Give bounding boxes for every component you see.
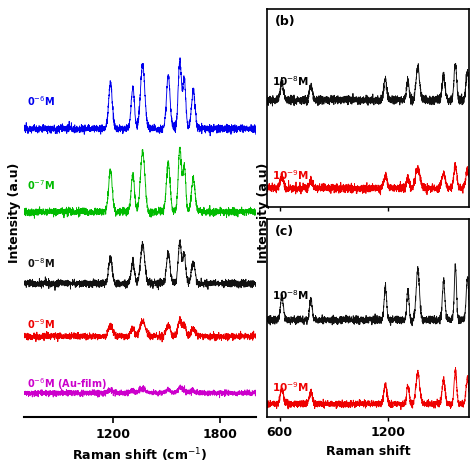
Text: 0$^{-7}$M: 0$^{-7}$M [27,178,55,192]
Text: 10$^{-9}$M: 10$^{-9}$M [273,380,310,394]
Y-axis label: Intensity (a.u): Intensity (a.u) [8,163,21,264]
Text: Intensity (a.u): Intensity (a.u) [256,163,270,264]
Text: 0$^{-6}$M (Au-film): 0$^{-6}$M (Au-film) [27,376,107,392]
Text: (b): (b) [275,16,296,28]
X-axis label: Raman shift (cm$^{-1}$): Raman shift (cm$^{-1}$) [72,446,208,464]
Text: 10$^{-8}$M: 10$^{-8}$M [273,288,310,301]
Text: (c): (c) [275,225,294,238]
Text: 10$^{-9}$M: 10$^{-9}$M [273,168,310,182]
X-axis label: Raman shift: Raman shift [326,445,410,458]
Text: 10$^{-8}$M: 10$^{-8}$M [273,75,310,89]
Text: 0$^{-8}$M: 0$^{-8}$M [27,256,55,270]
Text: 0$^{-6}$M: 0$^{-6}$M [27,94,55,108]
Text: 0$^{-9}$M: 0$^{-9}$M [27,317,55,331]
